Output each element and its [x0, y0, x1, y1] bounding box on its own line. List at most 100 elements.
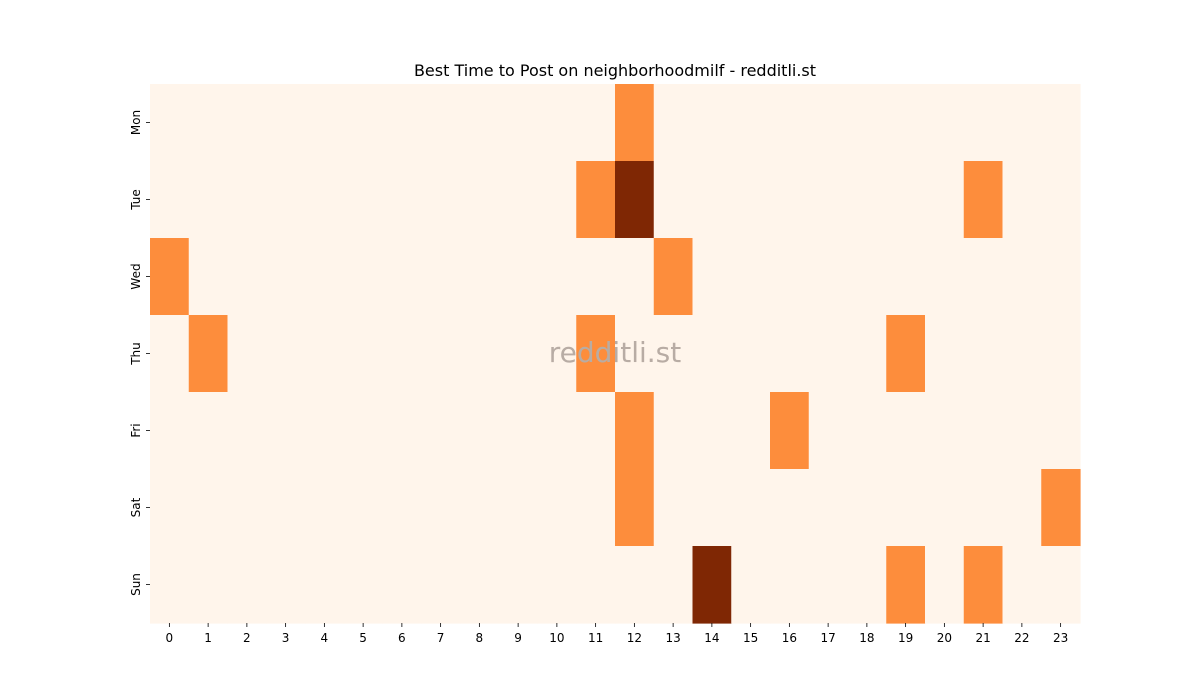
heatmap-cell-tue-6: [382, 161, 422, 239]
heatmap-cell-tue-20: [925, 161, 965, 239]
heatmap-cell-wed-11: [576, 238, 616, 316]
heatmap-cell-mon-5: [343, 84, 384, 162]
x-tick-label: 10: [549, 631, 564, 645]
watermark: redditli.st: [549, 336, 681, 369]
y-tick-label: Sun: [129, 573, 143, 596]
x-tick-label: 6: [398, 631, 406, 645]
heatmap-cell-tue-23: [1041, 161, 1081, 239]
heatmap-cell-mon-23: [1041, 84, 1081, 162]
heatmap-cell-sat-9: [498, 469, 539, 547]
heatmap-cell-mon-20: [925, 84, 965, 162]
x-tick-label: 4: [321, 631, 329, 645]
heatmap-cell-mon-3: [266, 84, 306, 162]
heatmap-cell-sat-5: [343, 469, 384, 547]
heatmap-cell-fri-12: [615, 392, 655, 470]
heatmap-cell-sun-20: [925, 546, 965, 624]
heatmap-cell-sat-21: [963, 469, 1004, 547]
y-tick-label: Thu: [129, 342, 143, 366]
x-tick-label: 18: [859, 631, 874, 645]
x-tick-label: 2: [243, 631, 251, 645]
heatmap-cell-tue-15: [731, 161, 771, 239]
heatmap-cell-mon-19: [886, 84, 926, 162]
heatmap-cell-fri-0: [150, 392, 190, 470]
heatmap-cell-fri-13: [653, 392, 694, 470]
heatmap-cell-mon-17: [808, 84, 849, 162]
heatmap-cell-mon-1: [188, 84, 229, 162]
heatmap-cell-tue-11: [576, 161, 616, 239]
heatmap-cell-sun-8: [460, 546, 500, 624]
heatmap-cell-tue-14: [692, 161, 732, 239]
heatmap-cell-tue-18: [847, 161, 887, 239]
heatmap-cell-fri-2: [227, 392, 267, 470]
heatmap-cell-sat-10: [537, 469, 577, 547]
heatmap-cell-wed-18: [847, 238, 887, 316]
heatmap-cell-sat-12: [615, 469, 655, 547]
heatmap-cell-mon-11: [576, 84, 616, 162]
heatmap-cell-thu-8: [460, 315, 500, 393]
heatmap-cell-wed-0: [150, 238, 190, 316]
heatmap-cell-thu-5: [343, 315, 384, 393]
heatmap-cell-mon-10: [537, 84, 577, 162]
x-tick-label: 23: [1053, 631, 1068, 645]
heatmap-cell-sat-6: [382, 469, 422, 547]
heatmap-cell-sun-3: [266, 546, 306, 624]
heatmap-cell-wed-2: [227, 238, 267, 316]
heatmap-cell-fri-20: [925, 392, 965, 470]
x-tick-label: 21: [975, 631, 990, 645]
heatmap-cell-fri-1: [188, 392, 229, 470]
heatmap-cell-mon-21: [963, 84, 1004, 162]
x-tick-label: 13: [665, 631, 680, 645]
heatmap-cell-thu-2: [227, 315, 267, 393]
heatmap-cell-fri-7: [421, 392, 461, 470]
heatmap-cell-fri-14: [692, 392, 732, 470]
heatmap-cell-sun-12: [615, 546, 655, 624]
heatmap-cell-sat-11: [576, 469, 616, 547]
heatmap-cell-fri-8: [460, 392, 500, 470]
heatmap-cells: [150, 84, 1081, 624]
heatmap-cell-mon-16: [770, 84, 810, 162]
heatmap-cell-sat-3: [266, 469, 306, 547]
heatmap-cell-fri-16: [770, 392, 810, 470]
x-tick-label: 3: [282, 631, 290, 645]
heatmap-cell-thu-22: [1002, 315, 1042, 393]
heatmap-cell-tue-5: [343, 161, 384, 239]
heatmap-cell-sun-2: [227, 546, 267, 624]
heatmap-cell-mon-9: [498, 84, 539, 162]
heatmap-cell-sat-4: [305, 469, 345, 547]
heatmap-cell-sun-1: [188, 546, 229, 624]
heatmap-cell-thu-11: [576, 315, 616, 393]
heatmap-cell-mon-4: [305, 84, 345, 162]
heatmap-cell-thu-6: [382, 315, 422, 393]
heatmap-cell-tue-13: [653, 161, 694, 239]
heatmap-cell-sun-16: [770, 546, 810, 624]
heatmap-cell-tue-2: [227, 161, 267, 239]
heatmap-cell-wed-12: [615, 238, 655, 316]
heatmap-cell-tue-10: [537, 161, 577, 239]
heatmap-cell-sat-7: [421, 469, 461, 547]
heatmap-cell-tue-12: [615, 161, 655, 239]
heatmap-cell-fri-11: [576, 392, 616, 470]
heatmap-cell-fri-18: [847, 392, 887, 470]
heatmap-cell-tue-1: [188, 161, 229, 239]
heatmap-cell-mon-6: [382, 84, 422, 162]
heatmap-cell-wed-17: [808, 238, 849, 316]
heatmap-cell-thu-15: [731, 315, 771, 393]
heatmap-cell-wed-6: [382, 238, 422, 316]
heatmap-cell-mon-12: [615, 84, 655, 162]
heatmap-cell-wed-8: [460, 238, 500, 316]
heatmap-cell-wed-1: [188, 238, 229, 316]
heatmap-cell-thu-12: [615, 315, 655, 393]
heatmap-cell-sun-22: [1002, 546, 1042, 624]
heatmap-cell-fri-3: [266, 392, 306, 470]
heatmap-cell-sun-19: [886, 546, 926, 624]
y-axis: Mon Tue Wed Thu Fri Sat Sun: [129, 110, 150, 596]
heatmap-cell-mon-0: [150, 84, 190, 162]
heatmap-cell-sun-11: [576, 546, 616, 624]
x-tick-label: 19: [898, 631, 913, 645]
heatmap-cell-mon-14: [692, 84, 732, 162]
heatmap-cell-mon-22: [1002, 84, 1042, 162]
heatmap-cell-wed-5: [343, 238, 384, 316]
heatmap-cell-tue-3: [266, 161, 306, 239]
heatmap-cell-sun-5: [343, 546, 384, 624]
heatmap-cell-thu-3: [266, 315, 306, 393]
